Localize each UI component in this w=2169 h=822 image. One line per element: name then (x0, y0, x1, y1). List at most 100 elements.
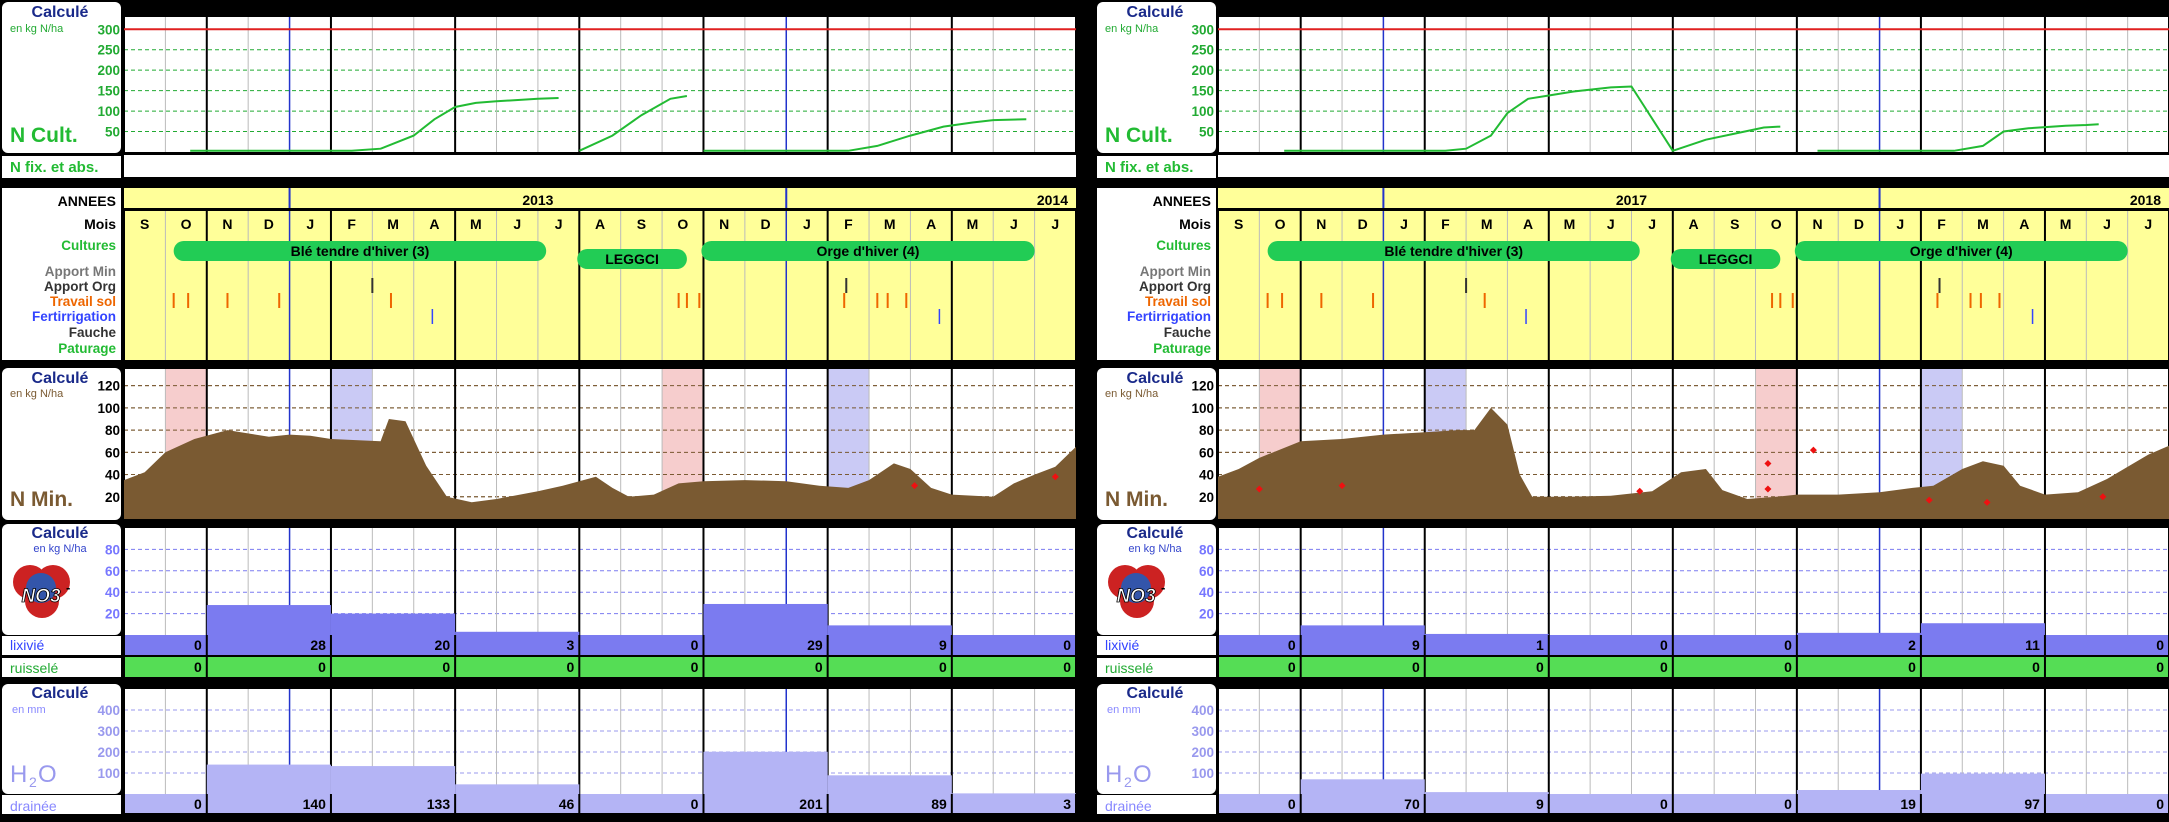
unit-label: en kg N/ha (33, 543, 87, 555)
lixivie-label: lixivié (10, 637, 44, 653)
row-label-bg (2, 636, 121, 655)
month-label: F (1441, 216, 1450, 232)
crop-bar (701, 241, 1035, 261)
h2o-tick-label: 300 (97, 724, 120, 739)
month-label: S (637, 216, 646, 232)
nmin-period-shade (1755, 369, 1797, 519)
lixivie-cell (1673, 635, 1796, 655)
ncult-tick-label: 300 (97, 22, 120, 37)
lix-tick-label: 20 (1199, 607, 1214, 622)
lix-tick-label: 80 (105, 542, 120, 557)
ncult-tick-label: 200 (97, 63, 120, 78)
nmin-measure-point (1983, 498, 1991, 506)
lix-tick-label: 40 (1199, 585, 1214, 600)
h2o-tick-label: 200 (97, 745, 120, 760)
nmin-measure-point (2099, 493, 2107, 501)
month-label: J (1051, 216, 1059, 232)
calc-title: Calculé (1127, 4, 1184, 21)
month-label: A (2019, 216, 2029, 232)
label-bg (1097, 684, 1216, 794)
label-bg (2, 684, 121, 794)
months-row-bg (124, 211, 1076, 360)
nmin-measure-point (1764, 485, 1772, 493)
ruissele-label: ruisselé (10, 660, 58, 676)
ruissele-value: 0 (939, 659, 947, 675)
month-label: M (1977, 216, 1989, 232)
nmin-tick-label: 60 (105, 445, 120, 460)
drainee-cell (1549, 794, 1672, 813)
label-bg (1097, 368, 1216, 520)
months-row-bg (1218, 211, 2169, 360)
h2o-tick-label: 300 (1191, 724, 1214, 739)
drainee-bar (206, 764, 331, 794)
tl-label-apport-org: Apport Org (1139, 279, 1211, 294)
month-label: O (1275, 216, 1286, 232)
ncult-series-line (1817, 123, 2099, 152)
tl-label-annees: ANNEES (1153, 193, 1211, 209)
tl-label-mois: Mois (1179, 216, 1211, 232)
lixivie-cell (704, 635, 827, 655)
lixivie-label: lixivié (1105, 637, 1139, 653)
nmin-area (1218, 407, 2169, 519)
lixivie-value: 0 (1784, 637, 1792, 653)
crop-label: Orge d'hiver (4) (1910, 243, 2013, 259)
lixivie-cell (331, 635, 455, 655)
nmin-measure-point (1338, 482, 1346, 490)
ncult-label: N Cult. (1105, 124, 1173, 147)
lixivie-value: 0 (691, 637, 699, 653)
drainee-value: 0 (1784, 796, 1792, 812)
nfix-label-box: N fix. et abs. (1097, 156, 1216, 178)
ruissele-value: 0 (1660, 659, 1668, 675)
ncult-bg (124, 17, 1076, 152)
atom (26, 573, 56, 603)
ncult-label-box: Calculé en kg N/ha N Cult. (1097, 2, 1216, 153)
unit-label: en kg N/ha (10, 23, 64, 35)
month-label: S (140, 216, 149, 232)
lixivie-cell (580, 635, 703, 655)
h2o-h: H (10, 761, 27, 788)
drainee-value: 140 (303, 796, 327, 812)
month-label: D (761, 216, 771, 232)
lixivie-bar (330, 613, 456, 635)
nmin-tick-label: 120 (97, 379, 120, 394)
drainee-cell (125, 794, 206, 813)
lixivie-cell (1797, 635, 1920, 655)
lix-label-bg (2, 636, 121, 655)
lixivie-value: 0 (2156, 637, 2164, 653)
lix-plot (123, 528, 1077, 635)
lixivie-value: 9 (1412, 637, 1420, 653)
ruissele-cell (1301, 657, 1424, 677)
nmin-tick-label: 100 (97, 401, 120, 416)
unit-label: en kg N/ha (1105, 23, 1159, 35)
ruissele-value: 0 (1412, 659, 1420, 675)
drainee-value: 89 (931, 796, 947, 812)
nmin-measure-point (1764, 459, 1772, 467)
ncult-tick-label: 300 (1191, 22, 1214, 37)
drainee-cell (1673, 794, 1796, 813)
ncult-tick-label: 50 (1199, 125, 1214, 140)
lixivie-bar (827, 625, 952, 635)
h2o-h: H (1105, 761, 1122, 788)
crop-bar (1670, 249, 1781, 269)
drainee-bar (703, 751, 828, 794)
label-bg (2, 368, 121, 520)
calc-title: Calculé (1127, 685, 1184, 702)
drainee-cell (1425, 794, 1548, 813)
month-label: S (1234, 216, 1243, 232)
year-label: 2013 (522, 192, 553, 208)
month-label: M (387, 216, 399, 232)
nmin-measure-point (1809, 446, 1817, 454)
drainee-cell (1921, 794, 2044, 813)
row-label-bg (1097, 795, 1216, 814)
ruissele-cell (2045, 657, 2168, 677)
nfix-row-bg (124, 155, 1076, 177)
crop-label: Blé tendre d'hiver (3) (1384, 243, 1523, 259)
month-label: M (884, 216, 896, 232)
h2o-2: 2 (1124, 774, 1132, 790)
lixivie-cell (2045, 635, 2168, 655)
calc-title: Calculé (32, 525, 89, 542)
unit-label: en mm (12, 704, 46, 716)
nfix-row-bg (1218, 155, 2169, 177)
drainee-value: 0 (2156, 796, 2164, 812)
crop-bar (173, 241, 547, 261)
